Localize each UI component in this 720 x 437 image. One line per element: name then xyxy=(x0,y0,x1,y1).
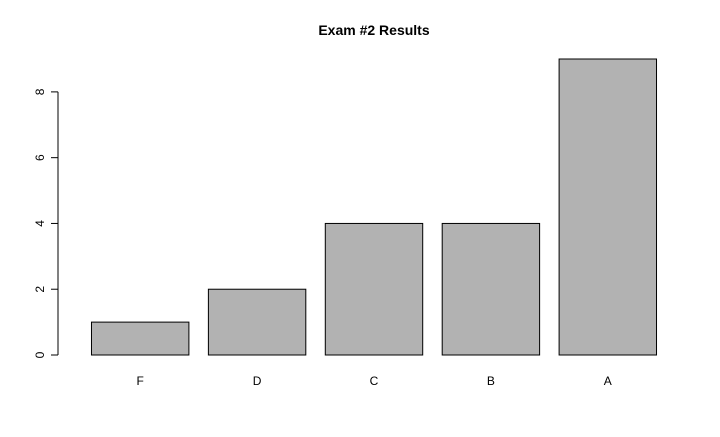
y-tick-label: 4 xyxy=(33,220,47,227)
x-category-label: D xyxy=(253,374,262,388)
bar-D xyxy=(207,288,307,356)
bar-B xyxy=(441,222,541,356)
bar-A xyxy=(558,58,658,356)
bars xyxy=(90,58,658,356)
y-axis: 0 2 4 6 8 xyxy=(33,88,59,358)
x-category-label: C xyxy=(370,374,379,388)
y-tick-label: 6 xyxy=(33,154,47,161)
y-tick-label: 8 xyxy=(33,88,47,95)
bar-F xyxy=(90,321,190,356)
x-category-label: F xyxy=(137,374,144,388)
x-category-label: B xyxy=(487,374,495,388)
y-tick-label: 0 xyxy=(33,351,47,358)
y-tick-label: 2 xyxy=(33,286,47,293)
chart-title: Exam #2 Results xyxy=(318,22,429,38)
x-category-label: A xyxy=(604,374,612,388)
bar-C xyxy=(324,222,424,356)
